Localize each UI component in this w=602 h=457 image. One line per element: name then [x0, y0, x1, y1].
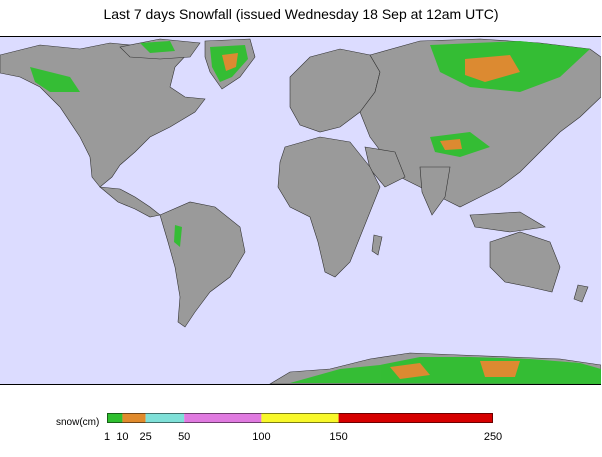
legend-segment: [338, 413, 493, 423]
australia: [489, 231, 561, 293]
legend-segment: [107, 413, 123, 423]
legend-tick-label: 150: [329, 431, 348, 443]
legend-tick-label: 10: [116, 431, 129, 443]
legend-segment: [145, 413, 185, 423]
legend-tick-label: 1: [103, 431, 111, 443]
legend-tick-label: 25: [139, 431, 152, 443]
legend-tick-label: 250: [483, 431, 503, 443]
map-title: Last 7 days Snowfall (issued Wednesday 1…: [103, 6, 499, 22]
legend-colorbar: [107, 413, 493, 423]
world-map: [0, 36, 601, 385]
legend-segment: [184, 413, 262, 423]
legend-tick-label: 50: [178, 431, 191, 443]
legend-outline: [107, 413, 493, 423]
snow-overlay: [30, 41, 601, 384]
africa: [277, 136, 381, 278]
legend-tick-label: 100: [252, 431, 271, 443]
legend-unit-label: snow(cm): [56, 417, 100, 428]
arabia: [364, 146, 406, 188]
legend-segment: [261, 413, 339, 423]
legend-segment: [122, 413, 146, 423]
india: [419, 166, 451, 216]
